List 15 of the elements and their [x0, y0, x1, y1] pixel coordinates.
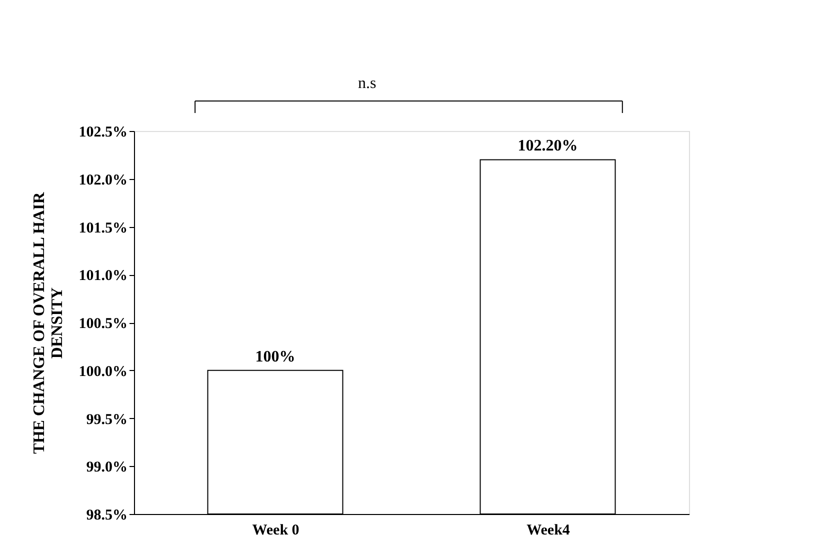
y-tick-label: 98.5%	[86, 508, 128, 524]
y-tick-label: 102.0%	[78, 172, 128, 188]
y-tick-label: 99.5%	[86, 412, 128, 428]
y-tick-label: 102.5%	[78, 124, 128, 140]
y-tick-label: 101.0%	[78, 268, 128, 284]
x-tick-label: Week4	[526, 522, 570, 538]
data-label: 100%	[255, 348, 296, 366]
data-label: 102.20%	[518, 138, 578, 155]
y-tick-label: 101.5%	[78, 220, 128, 236]
x-tick-label: Week 0	[252, 522, 300, 538]
y-tick-label: 100.0%	[78, 364, 128, 380]
y-tick-label: 100.5%	[78, 316, 128, 332]
y-axis-title: THE CHANGE OF OVERALL HAIR DENSITY	[30, 192, 66, 454]
y-tick-label: 99.0%	[86, 460, 128, 476]
text: n.s	[358, 75, 376, 92]
